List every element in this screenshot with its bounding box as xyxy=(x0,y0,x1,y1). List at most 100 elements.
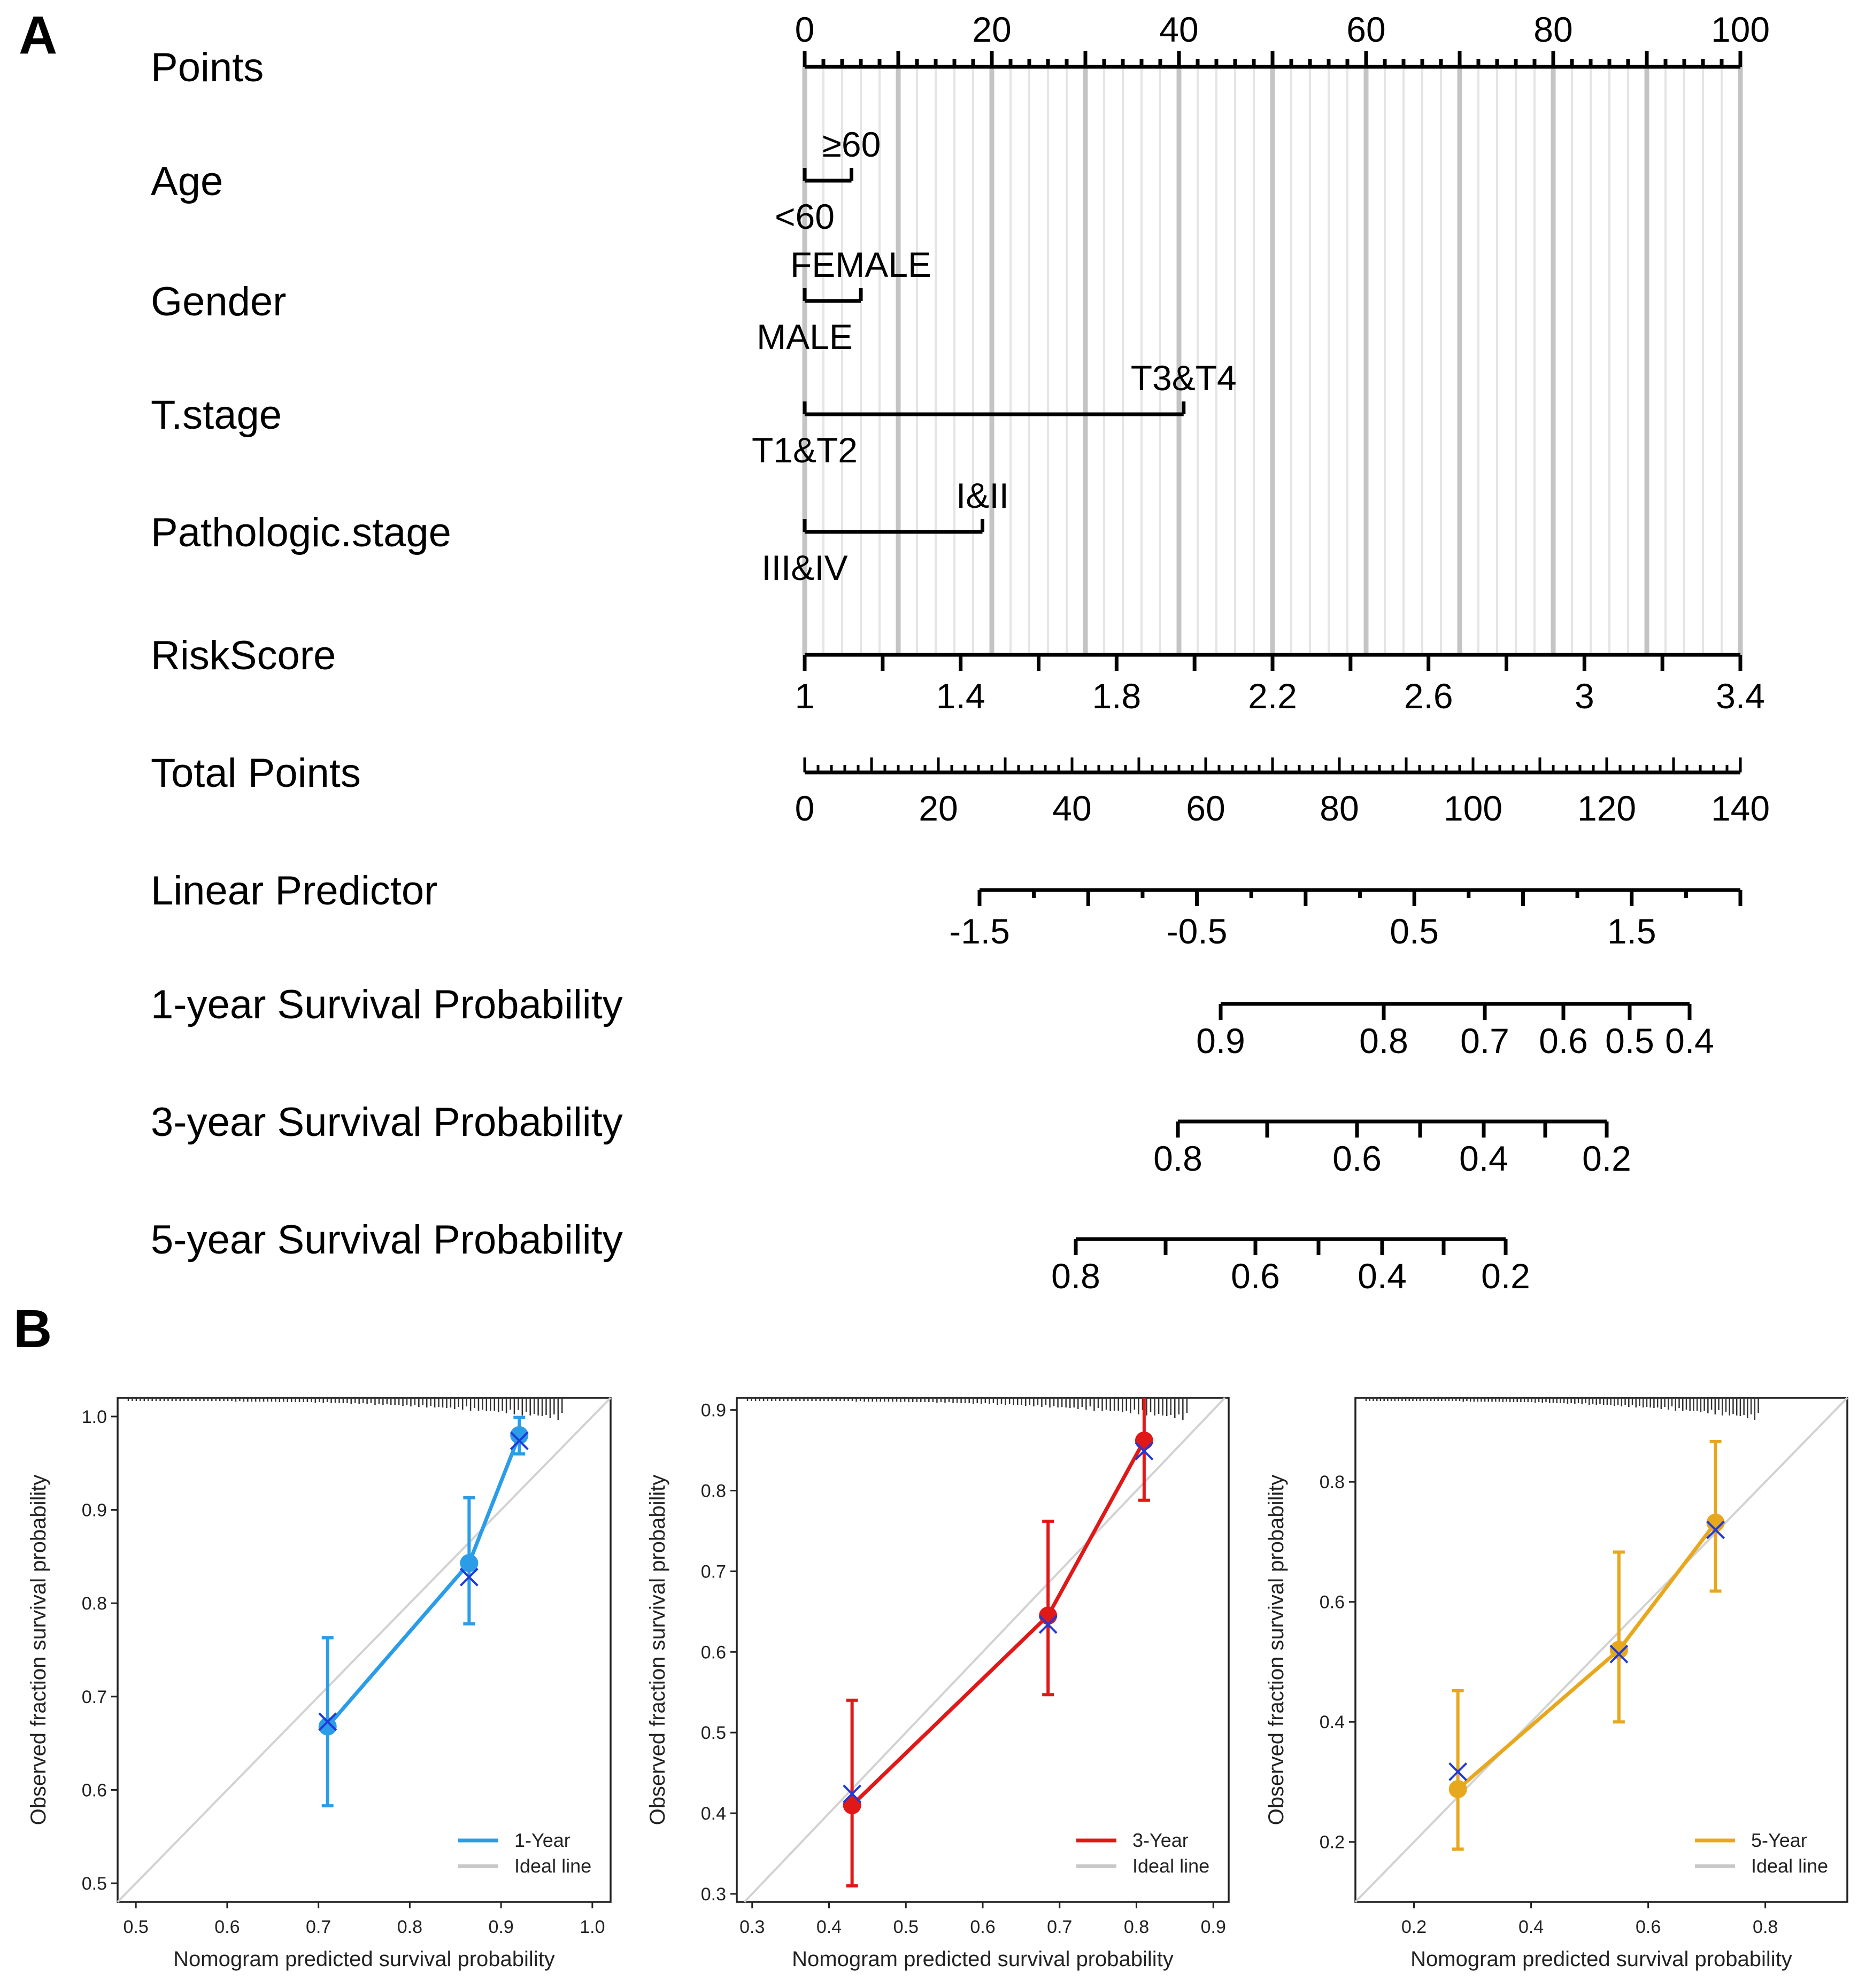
survival-tick-label: 0.6 xyxy=(1539,1021,1588,1061)
y-tick-label: 0.6 xyxy=(701,1642,726,1662)
y-tick-label: 0.5 xyxy=(701,1723,726,1743)
calibration-point xyxy=(1706,1513,1725,1532)
bias-corrected-stroke xyxy=(1448,1762,1468,1781)
legend-label-series: 3-Year xyxy=(1132,1829,1189,1851)
panel-b-label: B xyxy=(13,1299,52,1359)
nomogram-row-label: Gender xyxy=(151,279,287,324)
nomogram-row-label: Linear Predictor xyxy=(151,868,438,914)
x-axis-title: Nomogram predicted survival probability xyxy=(792,1947,1174,1971)
linear-predictor-tick-label: 1.5 xyxy=(1607,911,1656,951)
points-tick-label: 20 xyxy=(972,10,1011,49)
linear-predictor-tick-label: -1.5 xyxy=(949,911,1010,951)
linear-predictor-tick-label: -0.5 xyxy=(1167,911,1228,951)
survival-tick-label: 0.6 xyxy=(1332,1139,1382,1178)
covariate-level-label: T3&T4 xyxy=(1131,358,1237,398)
x-tick-label: 0.6 xyxy=(970,1917,995,1937)
riskscore-tick-label: 2.6 xyxy=(1404,676,1453,716)
ideal-line xyxy=(1354,1397,1848,1903)
survival-tick-label: 0.2 xyxy=(1481,1256,1530,1296)
riskscore-tick-label: 3.4 xyxy=(1716,676,1765,716)
calibration-point xyxy=(460,1554,479,1573)
survival-tick-label: 0.4 xyxy=(1358,1256,1407,1296)
ideal-line xyxy=(117,1397,612,1903)
survival-tick-label: 0.8 xyxy=(1051,1256,1100,1296)
bias-corrected-stroke xyxy=(1135,1442,1154,1460)
legend-label-ideal: Ideal line xyxy=(1132,1855,1209,1877)
bias-corrected-stroke xyxy=(318,1712,337,1731)
legend-label-series: 1-Year xyxy=(514,1829,570,1851)
x-tick-label: 0.8 xyxy=(397,1917,422,1937)
survival-tick-label: 0.4 xyxy=(1459,1139,1508,1178)
nomogram-row-label: 5-year Survival Probability xyxy=(151,1217,623,1263)
covariate-level-label: I&II xyxy=(956,476,1009,515)
nomogram-row-label: Total Points xyxy=(151,751,361,796)
x-tick-label: 0.9 xyxy=(488,1917,513,1937)
calibration-point xyxy=(1448,1780,1467,1798)
nomogram-row-label: Age xyxy=(151,159,223,204)
x-tick-label: 0.8 xyxy=(1124,1917,1149,1937)
nomogram-row-label: Pathologic.stage xyxy=(151,510,451,555)
x-tick-label: 0.5 xyxy=(124,1917,149,1937)
points-tick-label: 100 xyxy=(1711,10,1770,49)
y-tick-label: 0.7 xyxy=(701,1561,726,1582)
covariate-level-label: FEMALE xyxy=(790,245,931,284)
x-tick-label: 0.7 xyxy=(1047,1917,1072,1937)
x-tick-label: 0.8 xyxy=(1753,1917,1778,1937)
bias-corrected-marker xyxy=(1038,1615,1058,1634)
total-points-tick-label: 20 xyxy=(919,788,958,828)
y-tick-label: 0.8 xyxy=(1320,1472,1345,1492)
survival-tick-label: 0.5 xyxy=(1605,1021,1654,1061)
survival-tick-label: 0.9 xyxy=(1196,1021,1245,1061)
covariate-level-label: <60 xyxy=(775,197,835,236)
bias-corrected-stroke xyxy=(843,1784,862,1804)
x-tick-label: 0.3 xyxy=(739,1917,765,1937)
plot-frame xyxy=(736,1397,1230,1903)
nomogram-row-label: Points xyxy=(151,45,264,90)
calibration-point xyxy=(510,1426,529,1444)
nomogram: Points Age Gender T.stage Pathologic.stage Ri… xyxy=(151,10,1770,1296)
y-tick-label: 0.6 xyxy=(82,1780,107,1800)
total-points-tick-label: 80 xyxy=(1320,788,1359,828)
total-points-tick-label: 0 xyxy=(795,788,815,828)
total-points-tick-label: 60 xyxy=(1186,788,1225,828)
nomogram-row-label: T.stage xyxy=(151,392,282,438)
total-points-tick-label: 120 xyxy=(1577,788,1636,828)
x-axis-title: Nomogram predicted survival probability xyxy=(1410,1947,1792,1971)
bias-corrected-marker xyxy=(459,1567,479,1587)
y-tick-label: 0.3 xyxy=(701,1884,726,1905)
bias-corrected-marker xyxy=(1609,1644,1629,1664)
calibration-point xyxy=(1039,1606,1058,1625)
y-tick-label: 0.6 xyxy=(1320,1592,1345,1613)
bias-corrected-marker xyxy=(1706,1520,1725,1540)
survival-tick-label: 0.7 xyxy=(1460,1021,1509,1061)
bias-corrected-stroke xyxy=(1038,1615,1058,1634)
bias-corrected-marker xyxy=(1448,1762,1468,1781)
x-tick-label: 0.7 xyxy=(306,1917,331,1937)
linear-predictor-tick-label: 0.5 xyxy=(1390,911,1439,951)
calibration-plot-1-year: 0.5 0.6 0.7 0.8 0.9 1.0 0.5 0.6 0.7 0.8 0.9 1.0 Nomo… xyxy=(27,1397,612,1971)
legend-label-ideal: Ideal line xyxy=(514,1855,591,1877)
panel-a-label: A xyxy=(19,5,57,65)
ideal-line xyxy=(743,1397,1226,1903)
covariate-level-label: III&IV xyxy=(761,548,847,587)
y-tick-label: 1.0 xyxy=(82,1407,107,1427)
calibration-line xyxy=(1456,1521,1717,1791)
bias-corrected-stroke xyxy=(510,1431,529,1450)
survival-tick-label: 0.2 xyxy=(1582,1139,1631,1178)
y-axis-title: Observed fraction survival probability xyxy=(646,1475,669,1825)
x-tick-label: 0.4 xyxy=(816,1917,842,1937)
y-tick-label: 0.8 xyxy=(701,1481,726,1502)
y-axis-title: Observed fraction survival probability xyxy=(1265,1475,1288,1825)
covariate-level-label: MALE xyxy=(757,317,853,357)
nomogram-row-label: 3-year Survival Probability xyxy=(151,1100,623,1145)
y-tick-label: 0.5 xyxy=(82,1874,107,1894)
survival-tick-label: 0.8 xyxy=(1359,1021,1408,1061)
points-tick-label: 40 xyxy=(1159,10,1198,49)
riskscore-tick-label: 2.2 xyxy=(1248,676,1297,716)
calibration-point xyxy=(1609,1641,1628,1659)
points-tick-label: 60 xyxy=(1346,10,1385,49)
calibration-point xyxy=(318,1717,337,1736)
bias-corrected-marker xyxy=(1135,1442,1154,1460)
nomogram-row-label: RiskScore xyxy=(151,633,336,678)
